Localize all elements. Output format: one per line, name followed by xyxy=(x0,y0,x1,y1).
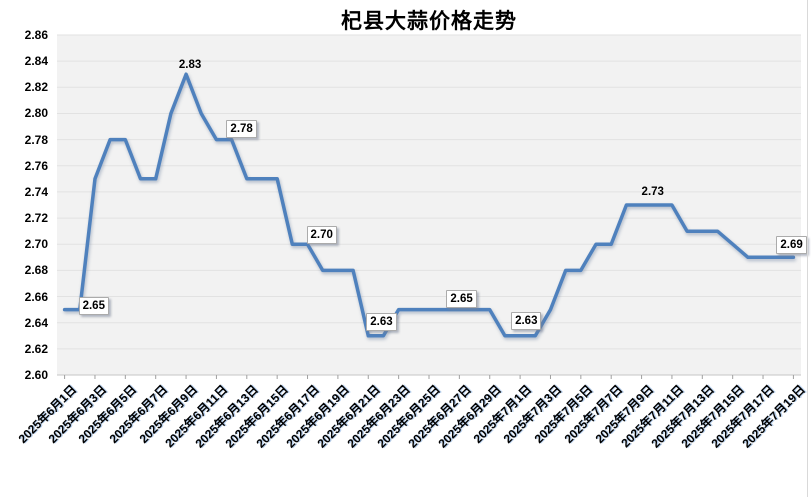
y-axis-tick-label: 2.78 xyxy=(24,132,48,147)
chart-title: 杞县大蒜价格走势 xyxy=(341,9,517,33)
price-line xyxy=(62,72,796,338)
y-axis-tick-label: 2.70 xyxy=(24,237,48,252)
y-axis-tick-label: 2.60 xyxy=(24,368,48,382)
y-axis-tick-label: 2.68 xyxy=(24,263,48,278)
y-axis-tick-label: 2.62 xyxy=(24,341,48,356)
y-axis-tick-label: 2.80 xyxy=(24,106,48,121)
chart-right-border xyxy=(807,0,808,497)
data-label-callout: 2.69 xyxy=(776,236,807,255)
y-axis-tick-label: 2.66 xyxy=(24,289,48,304)
data-label: 2.73 xyxy=(641,186,664,198)
y-axis-tick-label: 2.72 xyxy=(24,211,48,226)
data-label-callout: 2.78 xyxy=(226,119,257,138)
data-label-callout: 2.63 xyxy=(366,312,397,331)
y-axis-tick-label: 2.84 xyxy=(24,54,48,69)
y-axis-tick-label: 2.86 xyxy=(24,28,48,42)
y-axis-tick-label: 2.64 xyxy=(24,315,48,330)
data-label-callout: 2.65 xyxy=(446,289,477,308)
y-axis-tick-label: 2.74 xyxy=(24,184,48,199)
data-label-callout: 2.63 xyxy=(511,311,542,330)
y-axis-tick-label: 2.82 xyxy=(24,80,48,95)
data-label-callout: 2.70 xyxy=(306,226,337,245)
data-label-callout: 2.65 xyxy=(78,296,109,315)
y-axis-tick-label: 2.76 xyxy=(24,158,48,173)
plot-background xyxy=(57,35,801,375)
data-label: 2.83 xyxy=(178,59,202,72)
